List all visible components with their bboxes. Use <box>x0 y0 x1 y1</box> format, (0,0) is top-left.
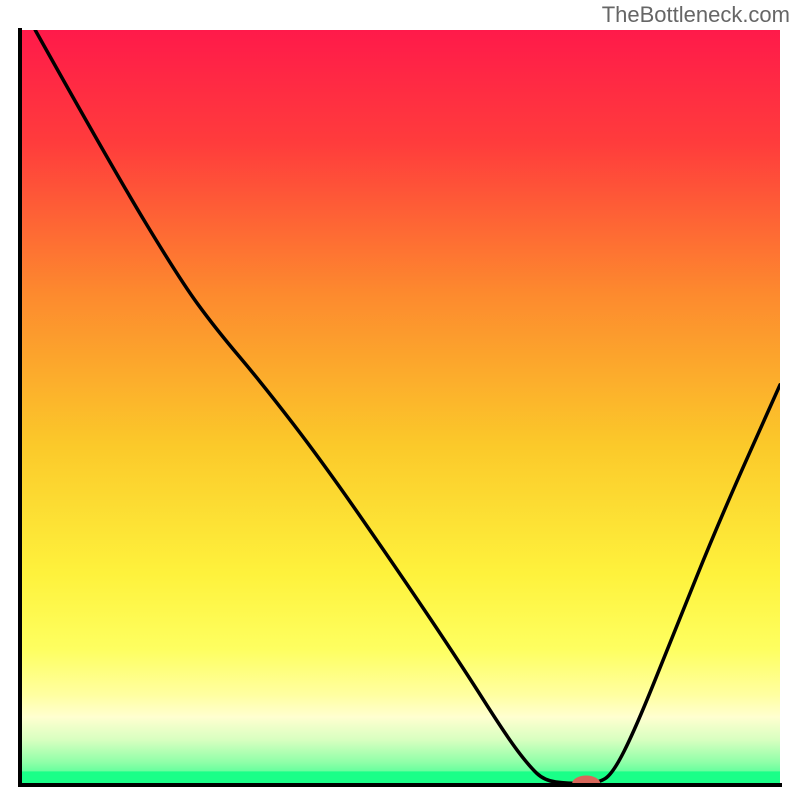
gradient-background <box>20 30 780 785</box>
watermark-text: TheBottleneck.com <box>602 2 790 28</box>
bottleneck-chart <box>0 0 800 800</box>
bottom-green-band <box>20 771 780 785</box>
chart-container: TheBottleneck.com <box>0 0 800 800</box>
